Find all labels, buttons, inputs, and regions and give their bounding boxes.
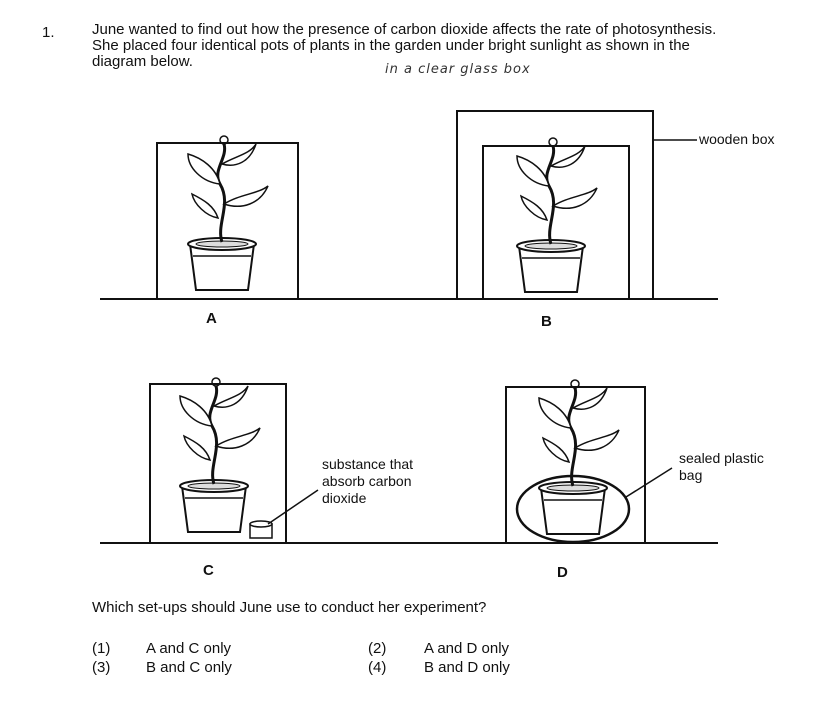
option-4-text[interactable]: B and D only — [424, 659, 510, 676]
option-1-text[interactable]: A and C only — [146, 640, 232, 657]
option-2-text[interactable]: A and D only — [424, 640, 510, 657]
option-1-number: (1) — [92, 640, 111, 657]
stem-line-3: diagram below. — [92, 53, 193, 70]
setup-a-letter: A — [206, 310, 217, 327]
absorbent-label: substance that absorb carbon dioxide — [322, 456, 413, 507]
absorbent-label-line-2: absorb carbon — [322, 473, 412, 489]
stem-line-1: June wanted to find out how the presence… — [92, 21, 717, 38]
setup-c-glass-box — [149, 383, 287, 544]
absorbent-label-line-1: substance that — [322, 456, 414, 472]
handwritten-note: in a clear glass box — [385, 62, 531, 77]
setup-d-letter: D — [557, 564, 568, 581]
setup-d-plastic-bag — [515, 474, 631, 544]
plastic-bag-label-line-1: sealed plastic — [679, 450, 764, 466]
wooden-box-label: wooden box — [699, 131, 775, 147]
option-3-number: (3) — [92, 659, 111, 676]
absorbent-label-line-3: dioxide — [322, 490, 367, 506]
stem-line-2: She placed four identical pots of plants… — [92, 37, 690, 54]
option-2-number: (2) — [368, 640, 387, 657]
setup-c-absorbent-dish — [249, 520, 273, 539]
setup-c-plant — [178, 376, 262, 534]
question-number: 1. — [42, 24, 55, 41]
setup-c-letter: C — [203, 562, 214, 579]
setup-b-glass-box — [482, 145, 630, 300]
option-4-number: (4) — [368, 659, 387, 676]
setup-c-pointer — [267, 489, 319, 525]
plastic-bag-label: sealed plastic bag — [679, 450, 764, 484]
option-3-text[interactable]: B and C only — [146, 659, 232, 676]
setup-b-plant — [515, 136, 599, 294]
question-stem: June wanted to find out how the presence… — [92, 22, 792, 70]
plastic-bag-label-line-2: bag — [679, 467, 703, 483]
question-prompt: Which set-ups should June use to conduct… — [92, 599, 487, 616]
setup-b-letter: B — [541, 313, 552, 330]
setup-a-plant — [186, 134, 270, 292]
setup-d-plant — [537, 378, 621, 536]
setup-d-pointer — [625, 467, 673, 498]
